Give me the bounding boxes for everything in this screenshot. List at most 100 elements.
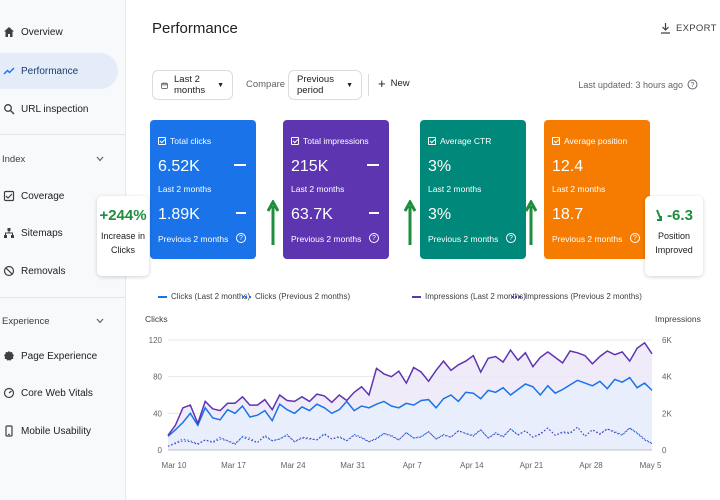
checkbox-icon[interactable] [552, 137, 560, 145]
card-total-clicks[interactable]: Total clicks 6.52K Last 2 months 1.89K P… [150, 120, 256, 259]
callout-clicks-increase: +244% Increase in Clicks [97, 196, 149, 276]
checkbox-icon[interactable] [428, 137, 436, 145]
section-label: Experience [2, 315, 50, 327]
card-average-position[interactable]: Average position 12.4 Last 2 months 18.7… [544, 120, 650, 259]
sidebar-item-core-web-vitals[interactable]: Core Web Vitals [0, 375, 118, 411]
sidebar-item-sitemaps[interactable]: Sitemaps [0, 215, 118, 251]
help-icon[interactable]: ? [630, 233, 640, 243]
gauge-icon [2, 386, 16, 400]
filter-divider [368, 74, 369, 96]
x-tick-label: Apr 28 [579, 461, 603, 470]
caret-down-icon: ▼ [346, 81, 353, 89]
sidebar-item-performance[interactable]: Performance [0, 53, 118, 89]
sidebar-item-label: Page Experience [21, 350, 98, 362]
card-title: Average CTR [428, 136, 491, 146]
legend-label: Impressions (Previous 2 months) [525, 292, 642, 301]
y-axis-left-title: Clicks [145, 314, 168, 324]
card-label-previous: Previous 2 months [158, 234, 229, 244]
y-right-tick-label: 0 [662, 446, 667, 455]
legend-impressions-previous[interactable]: Impressions (Previous 2 months) [512, 292, 642, 301]
sidebar-item-url-inspection[interactable]: URL inspection [0, 91, 118, 127]
callout-position-improved: -6.3 Position Improved [645, 196, 703, 276]
legend-label: Clicks (Last 2 months) [171, 292, 251, 301]
card-average-ctr[interactable]: Average CTR 3% Last 2 months 3% Previous… [420, 120, 526, 259]
help-icon[interactable]: ? [687, 79, 698, 90]
callout-line: Increase in [100, 231, 146, 241]
compare-label: Compare [246, 79, 286, 90]
plus-icon: + [378, 75, 386, 91]
checkbox-icon[interactable] [158, 137, 166, 145]
sitemap-icon [2, 226, 16, 240]
callout-line: Position [657, 231, 691, 241]
callout-line: Improved [655, 245, 693, 255]
sidebar-item-label: Coverage [21, 190, 65, 202]
card-value-previous: 63.7K [291, 206, 333, 223]
compare-period-chip[interactable]: Previous period ▼ [288, 70, 362, 100]
card-title: Total clicks [158, 136, 211, 146]
sidebar-item-coverage[interactable]: Coverage [0, 178, 118, 214]
last-updated-text: Last updated: 3 hours ago [578, 79, 683, 90]
removals-icon [2, 264, 16, 278]
arrow-up-icon [267, 200, 279, 245]
sidebar-item-label: URL inspection [21, 103, 89, 115]
card-value-current: 12.4 [552, 158, 584, 175]
badge-icon [2, 349, 16, 363]
export-label: EXPORT [676, 22, 717, 34]
sidebar-item-overview[interactable]: Overview [0, 14, 118, 50]
series-line [167, 341, 653, 436]
sidebar-item-label: Performance [21, 65, 79, 77]
card-value-previous: 1.89K [158, 206, 200, 223]
checkbox-icon[interactable] [291, 137, 299, 145]
date-range-label: Last 2 months [174, 74, 206, 96]
compare-period-label: Previous period [297, 74, 334, 96]
card-total-impressions[interactable]: Total impressions 215K Last 2 months 63.… [283, 120, 389, 259]
y-left-tick-label: 40 [153, 409, 162, 418]
sidebar-item-mobile-usability[interactable]: Mobile Usability [0, 413, 118, 449]
sidebar-item-removals[interactable]: Removals [0, 253, 118, 289]
y-left-tick-label: 80 [153, 373, 162, 382]
legend-clicks-previous[interactable]: Clicks (Previous 2 months) [242, 292, 350, 301]
new-label: New [390, 78, 410, 89]
sidebar-divider [0, 297, 126, 298]
sidebar-item-label: Overview [21, 26, 63, 38]
series-line [167, 376, 653, 437]
y-left-tick-label: 0 [158, 446, 163, 455]
series-area [168, 377, 652, 450]
card-title-text: Average CTR [440, 136, 492, 146]
x-tick-label: Mar 31 [340, 461, 365, 470]
sidebar-section-experience[interactable]: Experience [0, 310, 118, 332]
sidebar-item-label: Removals [21, 265, 66, 277]
legend-swatch [242, 295, 251, 298]
solid-line-icon [234, 164, 246, 166]
callout-value: +244% [99, 207, 147, 224]
legend-label: Impressions (Last 2 months) [425, 292, 526, 301]
card-label-current: Last 2 months [158, 184, 212, 194]
card-label-current: Last 2 months [552, 184, 606, 194]
sidebar-item-page-experience[interactable]: Page Experience [0, 338, 118, 374]
search-icon [2, 102, 16, 116]
card-title-text: Total impressions [303, 136, 369, 146]
export-button[interactable]: EXPORT [660, 22, 717, 34]
new-filter-button[interactable]: + New [378, 75, 410, 91]
card-title-text: Total clicks [170, 136, 212, 146]
help-icon[interactable]: ? [506, 233, 516, 243]
sidebar-divider [0, 134, 126, 135]
legend-clicks-current[interactable]: Clicks (Last 2 months) [158, 292, 250, 301]
solid-line-icon [367, 164, 379, 166]
y-right-tick-label: 6K [662, 336, 672, 345]
help-icon[interactable]: ? [236, 233, 246, 243]
card-value-previous: 18.7 [552, 206, 584, 223]
legend-impressions-current[interactable]: Impressions (Last 2 months) [412, 292, 526, 301]
sidebar-section-index[interactable]: Index [0, 148, 118, 170]
calendar-icon [161, 82, 168, 89]
card-label-current: Last 2 months [291, 184, 345, 194]
series-line [167, 426, 653, 447]
date-range-chip[interactable]: Last 2 months ▼ [152, 70, 233, 100]
card-title: Average position [552, 136, 627, 146]
help-icon[interactable]: ? [369, 233, 379, 243]
y-left-tick-label: 120 [149, 336, 163, 345]
phone-icon [2, 424, 16, 438]
card-label-current: Last 2 months [428, 184, 482, 194]
page-title: Performance [152, 20, 238, 37]
performance-chart[interactable]: 0 40 80 120 0 2K 4K 6K Mar 10 Mar 17 Mar 24 Mar 31 A… [140, 310, 700, 480]
